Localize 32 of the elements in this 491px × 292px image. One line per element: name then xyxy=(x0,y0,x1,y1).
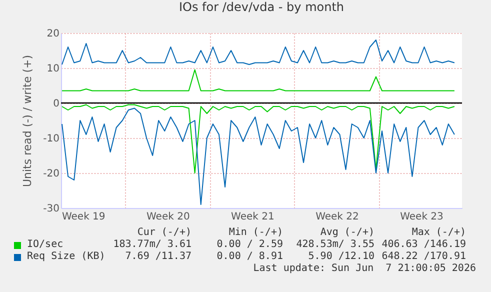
x-tick-label: Week 19 xyxy=(62,212,106,222)
text: Max (-/+) xyxy=(410,227,466,239)
text: 428.53m/ 3.55 xyxy=(295,239,374,251)
y-tick-label: 10 xyxy=(46,64,60,74)
text: 5.90 /12.10 xyxy=(307,251,374,263)
line-series xyxy=(62,40,455,65)
line-series xyxy=(62,104,455,174)
y-tick-label: 0 xyxy=(53,98,60,110)
text: Min (-/+) xyxy=(228,227,283,239)
y-axis-title: Units read (-) / write (+) xyxy=(21,54,34,188)
x-tick-label: Week 21 xyxy=(231,212,274,222)
x-tick-label: Week 20 xyxy=(146,212,190,222)
y-tick-label: -30 xyxy=(43,204,60,214)
line-series xyxy=(62,108,455,205)
legend-label: Req Size (KB) xyxy=(26,251,106,263)
y-tick-label: 20 xyxy=(46,28,60,40)
y-tick-label: -10 xyxy=(43,134,60,144)
text: 406.63 /146.19 xyxy=(380,239,466,251)
text: 7.69 /11.37 xyxy=(125,251,192,262)
text: Last update: Sun Jun 7 21:00:05 2026 xyxy=(252,263,476,275)
y-tick-label: -20 xyxy=(43,168,60,180)
chart-title: IOs for /dev/vda - by month xyxy=(178,0,344,14)
text: Cur (-/+) xyxy=(136,227,192,239)
x-tick-label: Week 22 xyxy=(316,212,359,222)
text: 0.00 / 8.91 xyxy=(216,251,283,263)
text: Avg (-/+) xyxy=(319,227,374,239)
text: 183.77m/ 3.61 xyxy=(112,239,192,251)
legend-label: IO/sec xyxy=(26,239,64,251)
x-tick-label: Week 23 xyxy=(400,212,444,222)
text: 648.22 /170.91 xyxy=(380,251,466,263)
text: 0.00 / 2.59 xyxy=(216,239,283,251)
line-series xyxy=(62,69,455,92)
